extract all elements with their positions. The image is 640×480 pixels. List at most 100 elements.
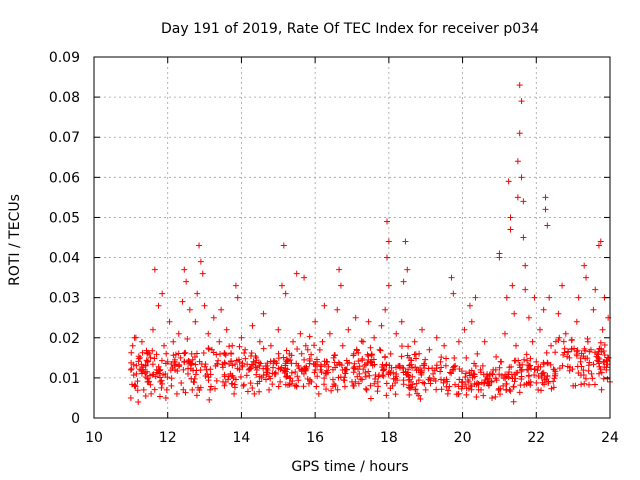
data-point (213, 351, 220, 358)
data-point (507, 388, 514, 395)
data-point (393, 364, 400, 371)
data-point (474, 350, 481, 357)
data-point (159, 290, 166, 297)
data-point (140, 386, 147, 393)
data-point (331, 352, 338, 359)
data-point (151, 266, 158, 273)
data-point (527, 355, 534, 362)
data-point (603, 366, 610, 373)
data-point (371, 380, 378, 387)
data-point (433, 386, 440, 393)
data-point (477, 369, 484, 376)
data-point (212, 362, 219, 369)
data-point (437, 358, 444, 365)
data-point (242, 346, 249, 353)
data-point (139, 349, 146, 356)
data-point (571, 345, 578, 352)
y-tick-label: 0.01 (49, 371, 80, 387)
data-point (586, 348, 593, 355)
data-point (244, 388, 251, 395)
data-point (481, 338, 488, 345)
data-point (164, 374, 171, 381)
data-point (284, 366, 291, 373)
data-point (531, 366, 538, 373)
data-point (234, 294, 241, 301)
data-point (585, 367, 592, 374)
y-tick-label: 0.07 (49, 130, 80, 146)
data-point (390, 375, 397, 382)
data-point (207, 383, 214, 390)
data-point (406, 391, 413, 398)
data-point (247, 380, 254, 387)
data-point (415, 392, 422, 399)
data-point (355, 366, 362, 373)
data-point (600, 375, 607, 382)
data-point (541, 376, 548, 383)
data-point (363, 386, 370, 393)
data-point (142, 362, 149, 369)
x-tick-label: 24 (601, 430, 619, 446)
data-point (467, 382, 474, 389)
data-point (281, 367, 288, 374)
data-point (328, 387, 335, 394)
data-point (190, 367, 197, 374)
x-tick-labels: 10 12 14 16 18 20 22 24 (85, 430, 619, 446)
data-point (228, 350, 235, 357)
data-point (374, 388, 381, 395)
data-point (518, 376, 525, 383)
data-point (278, 364, 285, 371)
data-point (390, 369, 397, 376)
data-point (582, 375, 589, 382)
data-point (245, 366, 252, 373)
data-point (473, 394, 480, 401)
data-point (514, 194, 521, 201)
data-point (599, 326, 606, 333)
data-point (535, 386, 542, 393)
data-point (503, 294, 510, 301)
data-point (598, 369, 605, 376)
data-point (176, 363, 183, 370)
data-point (190, 378, 197, 385)
data-point (203, 366, 210, 373)
data-point (280, 354, 287, 361)
data-point (321, 302, 328, 309)
data-point (594, 350, 601, 357)
data-point (330, 354, 337, 361)
data-point (356, 363, 363, 370)
data-point (496, 371, 503, 378)
data-point (455, 338, 462, 345)
data-point (456, 376, 463, 383)
data-point (419, 379, 426, 386)
data-point (192, 371, 199, 378)
y-tick-label: 0.03 (49, 291, 80, 307)
data-point (358, 338, 365, 345)
data-point (433, 365, 440, 372)
data-point (194, 290, 201, 297)
data-point (173, 390, 180, 397)
data-point (527, 382, 534, 389)
x-axis-title: GPS time / hours (291, 459, 408, 475)
data-point (175, 330, 182, 337)
data-point (385, 282, 392, 289)
data-point (184, 370, 191, 377)
data-point (318, 363, 325, 370)
data-point (511, 310, 518, 317)
data-point (507, 214, 514, 221)
data-point (513, 370, 520, 377)
data-point (135, 398, 142, 405)
data-point (256, 338, 263, 345)
data-point (537, 363, 544, 370)
data-point (564, 348, 571, 355)
data-point (186, 306, 193, 313)
data-point (158, 377, 165, 384)
data-point (543, 349, 550, 356)
data-point (221, 371, 228, 378)
data-point (560, 338, 567, 345)
data-point (138, 338, 145, 345)
data-point (147, 354, 154, 361)
data-point (260, 310, 267, 317)
data-point (302, 342, 309, 349)
data-point (598, 386, 605, 393)
data-point (432, 377, 439, 384)
data-point (516, 130, 523, 137)
